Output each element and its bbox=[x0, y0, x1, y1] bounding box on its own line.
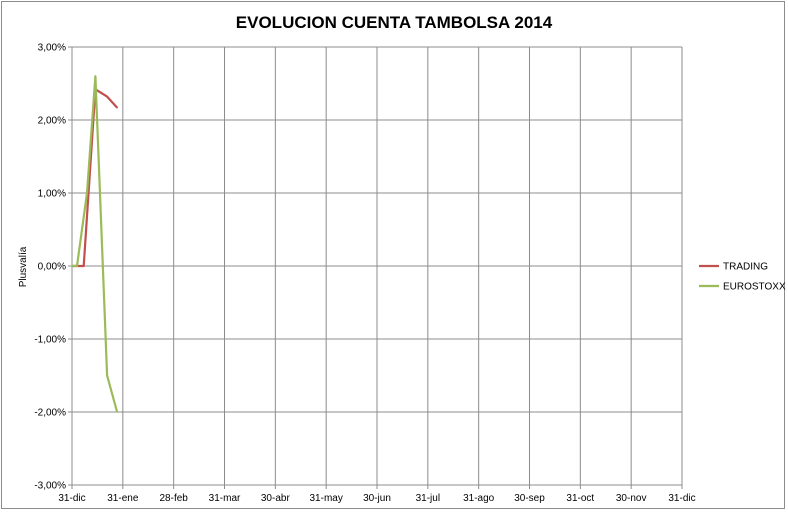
y-tick-label: 2,00% bbox=[38, 116, 66, 127]
series-layer bbox=[71, 75, 119, 413]
x-tick-label: 31-dic bbox=[668, 493, 695, 504]
x-tick-label: 31-mar bbox=[209, 493, 241, 504]
x-tick-label: 30-nov bbox=[616, 493, 647, 504]
data-point-trading bbox=[82, 265, 85, 267]
data-point-eurostoxx bbox=[71, 265, 73, 267]
axis-layer: 3,00%2,00%1,00%0,00%-1,00%-2,00%-3,00%31… bbox=[34, 43, 695, 505]
legend-label-eurostoxx: EUROSTOXX bbox=[723, 282, 786, 293]
data-point-eurostoxx bbox=[86, 192, 88, 194]
data-point-trading bbox=[116, 106, 118, 109]
x-tick-label: 31-jul bbox=[416, 493, 440, 504]
x-tick-label: 31-ago bbox=[463, 493, 495, 504]
grid-layer bbox=[71, 46, 683, 486]
y-tick-label: -1,00% bbox=[34, 335, 66, 346]
y-tick-label: -3,00% bbox=[34, 481, 66, 492]
x-tick-label: 31-may bbox=[309, 493, 342, 504]
y-tick-label: -2,00% bbox=[34, 408, 66, 419]
x-tick-label: 31-oct bbox=[566, 493, 594, 504]
x-tick-label: 30-abr bbox=[261, 493, 291, 504]
y-axis-title: Plusvalía bbox=[18, 246, 29, 287]
legend-label-trading: TRADING bbox=[723, 262, 768, 273]
chart-title: EVOLUCION CUENTA TAMBOLSA 2014 bbox=[236, 13, 553, 32]
y-tick-label: 0,00% bbox=[38, 262, 66, 273]
data-point-eurostoxx bbox=[116, 411, 118, 413]
data-point-eurostoxx bbox=[94, 75, 97, 77]
y-tick-label: 3,00% bbox=[38, 43, 66, 54]
x-tick-label: 30-sep bbox=[514, 493, 545, 504]
x-tick-label: 30-jun bbox=[363, 493, 391, 504]
x-tick-label: 31-dic bbox=[58, 493, 85, 504]
data-point-eurostoxx bbox=[76, 265, 78, 267]
y-tick-label: 1,00% bbox=[38, 189, 66, 200]
series-line-eurostoxx bbox=[72, 75, 119, 413]
series-line-trading bbox=[72, 88, 118, 268]
data-point-eurostoxx bbox=[106, 374, 108, 377]
x-tick-label: 28-feb bbox=[159, 493, 188, 504]
data-point-trading bbox=[106, 95, 108, 98]
x-tick-label: 31-ene bbox=[107, 493, 139, 504]
legend: TRADING EUROSTOXX bbox=[699, 262, 786, 293]
